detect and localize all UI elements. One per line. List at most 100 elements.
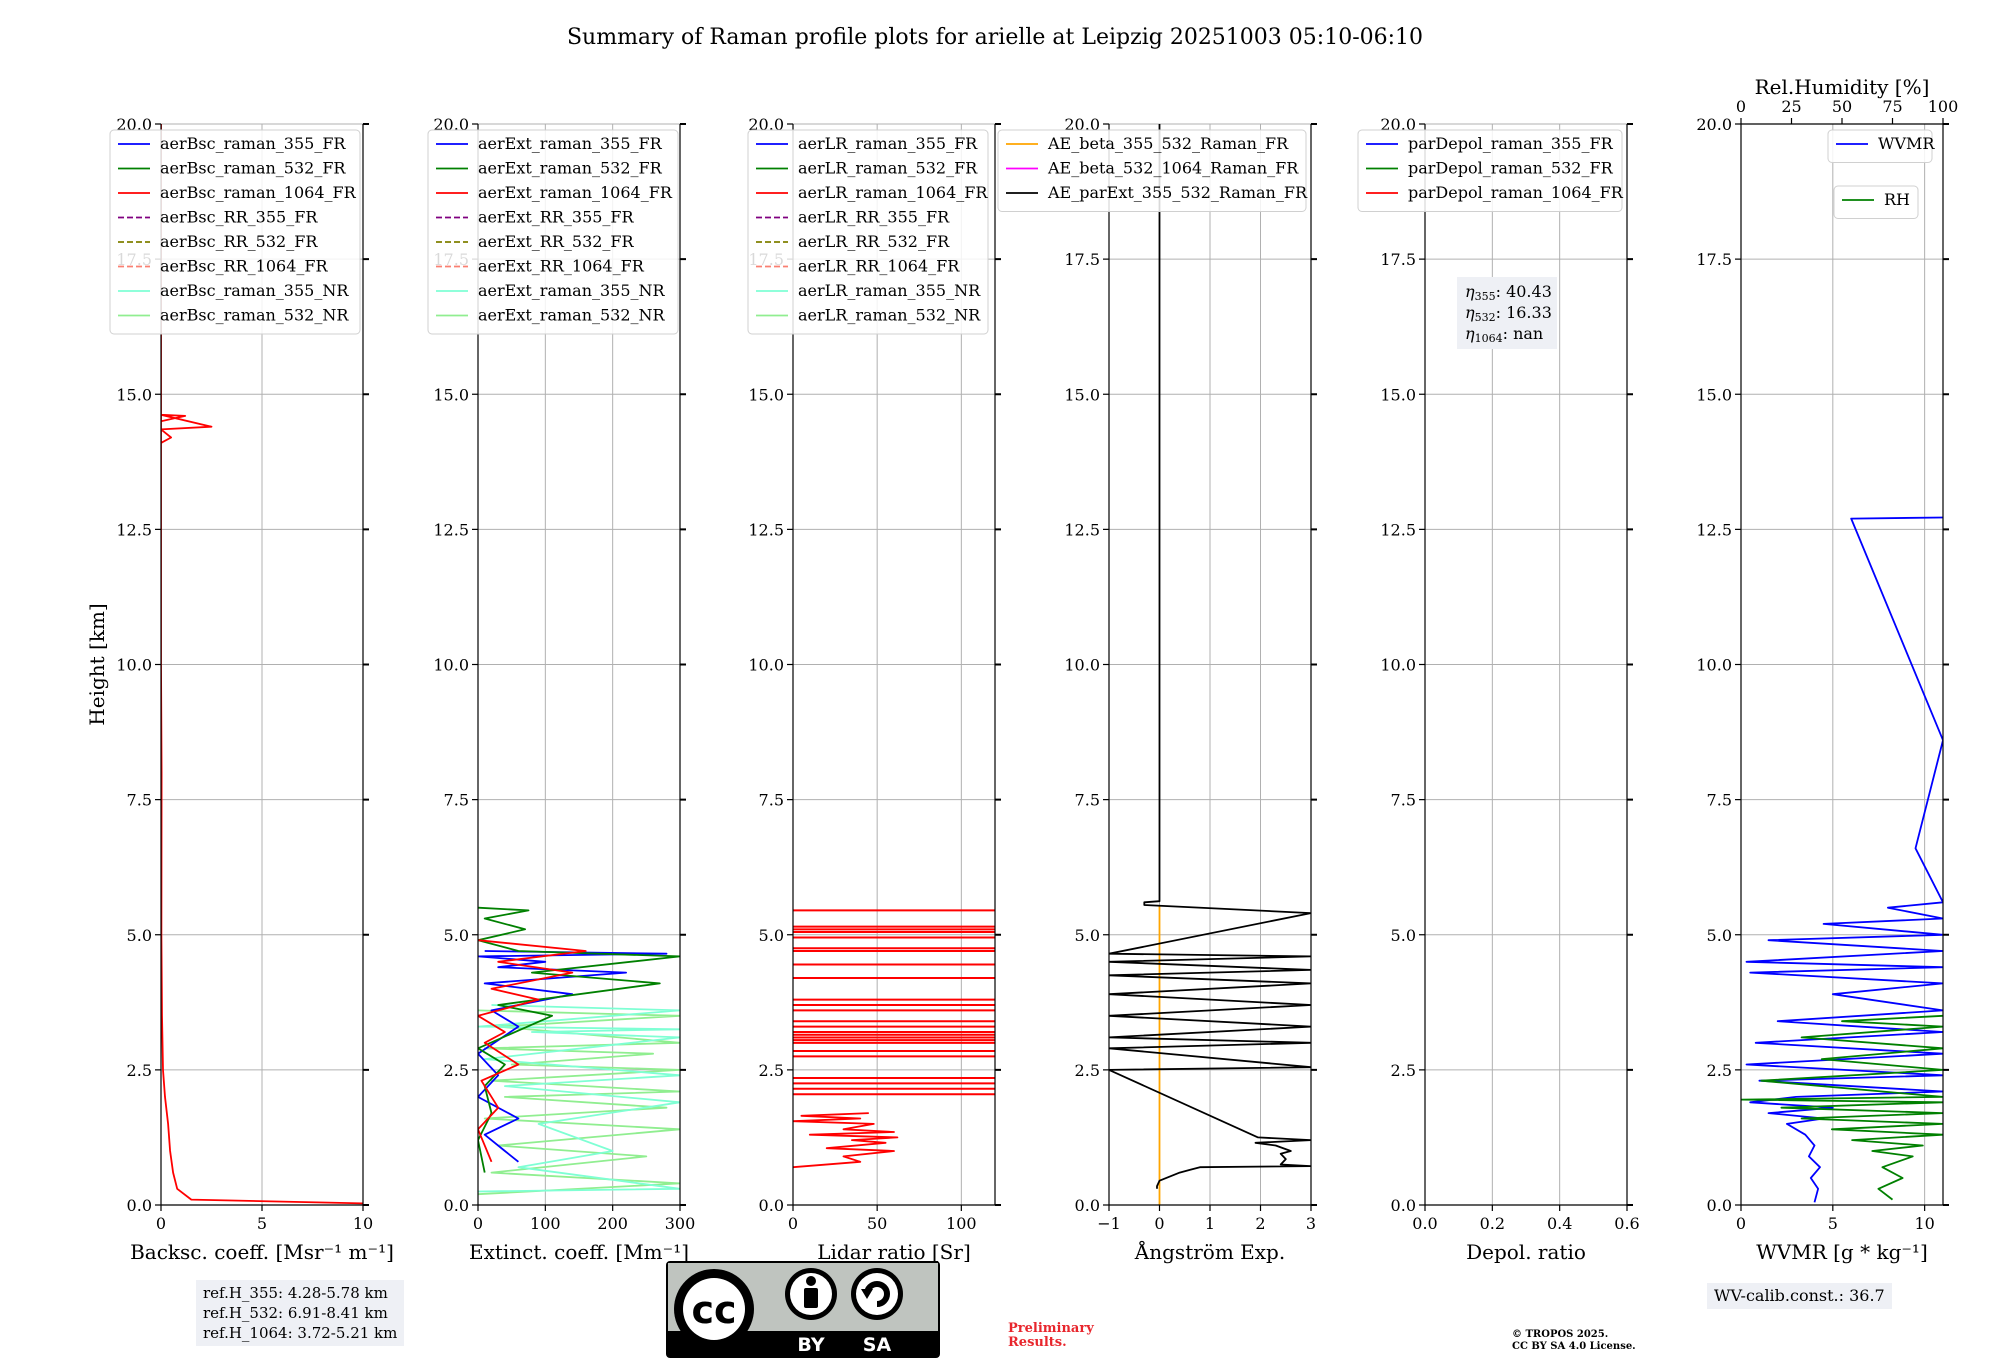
legend-depol: parDepol_raman_355_FR parDepol_raman_532_…: [1357, 129, 1624, 212]
x-axis-label: Lidar ratio [Sr]: [817, 1240, 971, 1264]
y-tick-label: 15.0: [1696, 385, 1732, 404]
y-tick-label: 2.5: [1075, 1061, 1100, 1080]
y-tick-label: 20.0: [116, 115, 152, 134]
legend-label: aerExt_RR_355_FR: [478, 208, 635, 227]
y-tick-label: 5.0: [1075, 926, 1100, 945]
wv-calibration-text: WV-calib.const.: 36.7: [1714, 1286, 1885, 1305]
legend-frame: [1357, 129, 1623, 212]
legend-label: aerBsc_raman_532_NR: [160, 306, 349, 325]
x-tick-label: 5: [257, 1214, 267, 1233]
y-tick-label: 10.0: [1380, 656, 1416, 675]
y-tick-label: 0.0: [1075, 1196, 1100, 1215]
panel-lr: 0.02.55.07.510.012.515.017.520.0050100Li…: [747, 115, 1001, 1264]
y-tick-label: 12.5: [433, 520, 469, 539]
y-tick-label: 12.5: [116, 520, 152, 539]
y-tick-label: 5.0: [759, 926, 784, 945]
x-tick-label: 0.4: [1547, 1214, 1572, 1233]
y-tick-label: 7.5: [1707, 791, 1732, 810]
legend-label: aerExt_RR_1064_FR: [478, 257, 645, 276]
y-tick-label: 10.0: [1064, 656, 1100, 675]
y-tick-label: 2.5: [1391, 1061, 1416, 1080]
panel-wvmr: 0.02.55.07.510.012.515.017.520.00 5 10WVMR…: [1696, 75, 1958, 1264]
legend-label: aerExt_raman_532_FR: [478, 159, 663, 178]
y-tick-label: 10.0: [116, 656, 152, 675]
series-aerBsc_raman_1064_FR: [161, 124, 363, 1205]
y-tick-label: 15.0: [1380, 385, 1416, 404]
top-tick-label: 25: [1781, 97, 1801, 116]
cc-logo-text: cc: [691, 1288, 736, 1332]
legend-label: aerBsc_RR_355_FR: [160, 208, 318, 227]
legend-label: WVMR: [1878, 134, 1935, 153]
x-axis-label: Ångström Exp.: [1134, 1239, 1285, 1264]
preliminary-line-2: Results.: [1008, 1335, 1067, 1350]
top-tick-label: 75: [1882, 97, 1902, 116]
legend-label: aerBsc_RR_1064_FR: [160, 257, 329, 276]
y-tick-label: 20.0: [748, 115, 784, 134]
series-group-wvmr: [1741, 516, 1943, 1203]
y-tick-label: 15.0: [116, 385, 152, 404]
panel-depol: 0.0 2.5 5.0 7.5 10.0 12.5 15.0 17.5 20.0 0.0 0.2 0.…: [1357, 115, 1640, 1264]
legend-ae: AE_beta_355_532_Raman_FR AE_beta_532_1064…: [997, 129, 1308, 212]
annotation-line: η1064: nan: [1465, 324, 1543, 345]
y-tick-label: 10.0: [1696, 656, 1732, 675]
series-RH: [1741, 1014, 1943, 1201]
series-group-lr: [793, 909, 995, 1169]
y-tick-label: 5.0: [444, 926, 469, 945]
x-tick-label: 0.2: [1480, 1214, 1505, 1233]
copyright-line-2: CC BY SA 4.0 License.: [1512, 1341, 1636, 1352]
copyright-line-1: © TROPOS 2025.: [1512, 1329, 1609, 1340]
x-tick-label: 3: [1306, 1214, 1316, 1233]
x-axis-label: Extinct. coeff. [Mm⁻¹]: [469, 1240, 689, 1264]
legend-wvmr: RH: [1833, 185, 1919, 219]
y-tick-label: 12.5: [1064, 520, 1100, 539]
preliminary-note: Preliminary Results.: [1008, 1322, 1094, 1350]
panel-ae: 0.0 2.5 5.0 7.5 10.0 12.5 15.0 17.5 20.0 −1 0 1 2 3 Ån…: [997, 115, 1317, 1264]
y-tick-label: 7.5: [1391, 791, 1416, 810]
legend-label: aerExt_RR_532_FR: [478, 232, 635, 251]
y-tick-label: 10.0: [748, 656, 784, 675]
y-tick-label: 7.5: [444, 791, 469, 810]
ref-height-532: ref.H_532: 6.91-8.41 km: [203, 1304, 388, 1322]
series-group-bsc: [161, 124, 363, 1205]
y-tick-label: 0.0: [127, 1196, 152, 1215]
x-tick-label: −1: [1097, 1214, 1121, 1233]
series-aerExt_raman_1064_FR: [478, 939, 587, 1163]
y-tick-label: 7.5: [759, 791, 784, 810]
y-tick-label: 15.0: [748, 385, 784, 404]
ref-height-355: ref.H_355: 4.28-5.78 km: [203, 1284, 388, 1302]
x-axis-label: Backsc. coeff. [Msr⁻¹ m⁻¹]: [130, 1240, 394, 1264]
legend-label: aerExt_raman_1064_FR: [478, 183, 673, 202]
y-tick-label: 10.0: [433, 656, 469, 675]
annotation-line: η355: 40.43: [1465, 282, 1552, 303]
series-aerExt_raman_355_NR: [478, 1004, 680, 1193]
y-tick-label: 7.5: [127, 791, 152, 810]
x-tick-label: 0.0: [1412, 1214, 1437, 1233]
x-tick-label: 100: [946, 1214, 977, 1233]
x-tick-label: 1: [1205, 1214, 1215, 1233]
x-tick-label: 0: [788, 1214, 798, 1233]
legend-label: aerLR_RR_532_FR: [798, 232, 950, 251]
legend-frame: [427, 129, 679, 335]
legend-label: aerLR_raman_532_FR: [798, 159, 978, 178]
series-aerExt_raman_532_FR: [478, 906, 680, 1173]
series-aerExt_raman_355_FR: [478, 950, 668, 1163]
y-tick-label: 0.0: [1391, 1196, 1416, 1215]
y-tick-label: 0.0: [1707, 1196, 1732, 1215]
x-tick-label: 100: [530, 1214, 561, 1233]
annotation-box: [1457, 277, 1557, 349]
legend-label: aerBsc_RR_532_FR: [160, 232, 318, 251]
y-tick-label: 0.0: [759, 1196, 784, 1215]
legend-label: aerLR_RR_355_FR: [798, 208, 950, 227]
legend-label: AE_beta_532_1064_Raman_FR: [1047, 159, 1299, 178]
x-tick-label: 0: [473, 1214, 483, 1233]
cc-license-badge: cc BY SA: [666, 1261, 940, 1358]
x-axis-label: Depol. ratio: [1466, 1240, 1586, 1264]
y-tick-label: 20.0: [1696, 115, 1732, 134]
y-tick-label: 20.0: [1064, 115, 1100, 134]
x-tick-label: 2: [1255, 1214, 1265, 1233]
legend-frame: [997, 129, 1307, 212]
panel-ext: 0.02.55.07.510.012.515.017.520.001002003…: [427, 115, 695, 1264]
series-aerExt_raman_532_NR: [478, 1009, 680, 1196]
